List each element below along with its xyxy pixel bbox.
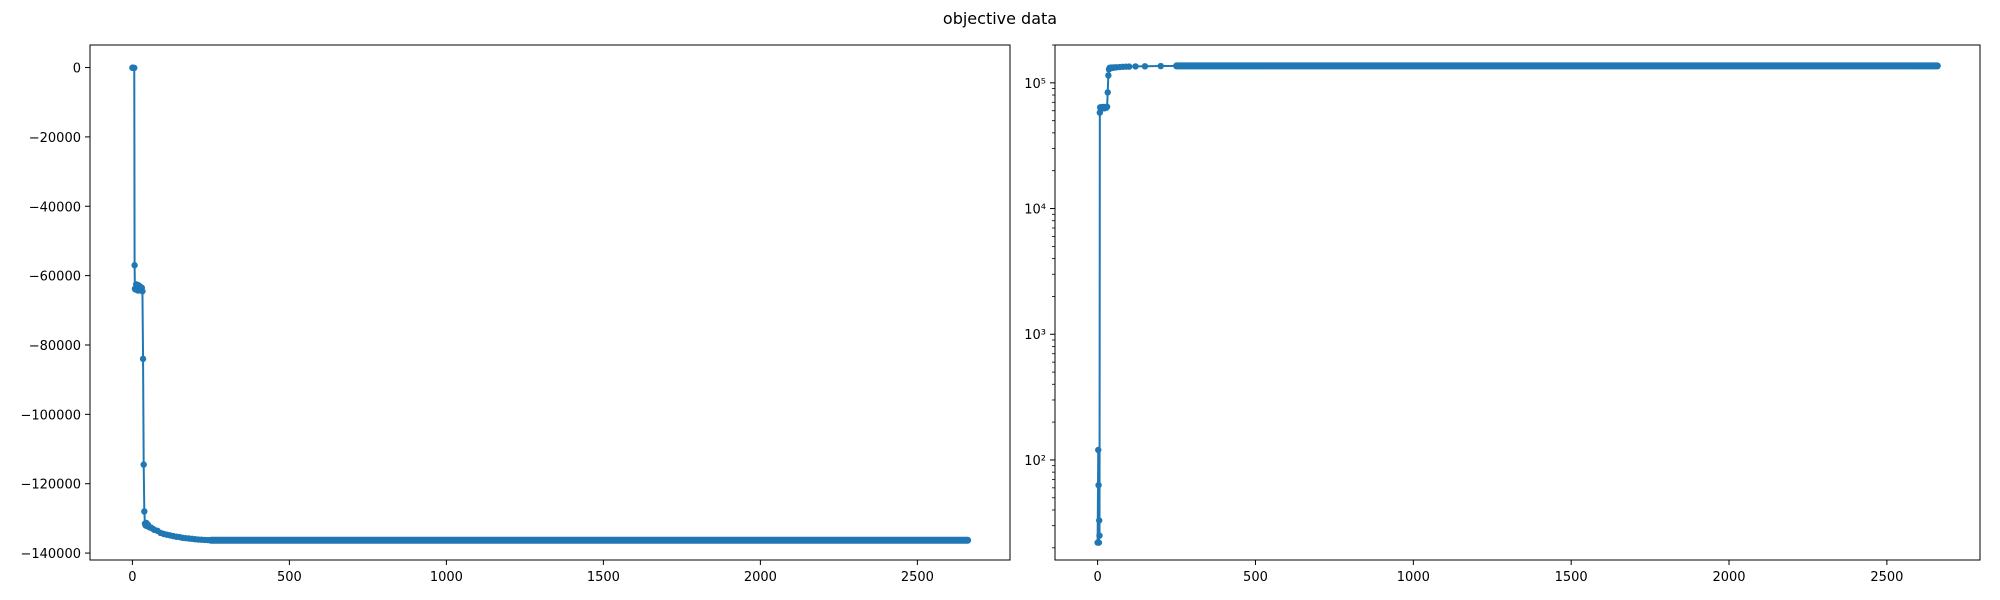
y-tick-label: 10³ [1024, 328, 1046, 343]
y-tick-label: 10⁴ [1024, 203, 1046, 218]
chart-panel-right: 0 500 1000 1500 2000 2500 10² 10³ 10⁴ 10⁵ [1024, 44, 1981, 585]
x-tick-label: 1000 [1397, 570, 1430, 585]
x-tick-label: 0 [128, 570, 136, 585]
data-point [139, 355, 147, 363]
x-tick-label: 1000 [430, 570, 463, 585]
y-tick-label: −120000 [20, 478, 81, 493]
axes-frame [1054, 44, 1981, 561]
data-point [1141, 63, 1149, 70]
data-point [1104, 89, 1111, 96]
y-tick-label: −140000 [20, 547, 81, 562]
y-tick-label: −100000 [20, 408, 81, 423]
series-line [132, 66, 968, 542]
x-tick-label: 2000 [744, 570, 777, 585]
chart-panel-left: 0 500 1000 1500 2000 2500 0 −20000 −40000 −60000 −… [20, 44, 1011, 585]
data-point [1157, 62, 1164, 70]
data-point [1125, 63, 1133, 70]
data-point [1095, 481, 1102, 489]
figure-suptitle: objective data [943, 9, 1057, 28]
data-point [1132, 63, 1139, 70]
data-point [1103, 103, 1111, 110]
data-point [1096, 532, 1103, 539]
y-tick-label: −80000 [29, 339, 81, 354]
y-tick-label: −40000 [29, 200, 81, 215]
data-point [141, 508, 148, 515]
axes-frame [89, 44, 1011, 561]
y-tick-label: 0 [73, 62, 81, 77]
x-tick-label: 500 [277, 570, 302, 585]
x-tick-label: 1500 [1555, 570, 1588, 585]
data-point [139, 288, 146, 295]
data-point [131, 262, 138, 269]
x-tick-label: 2500 [1870, 570, 1903, 585]
y-tick-label: 10² [1024, 454, 1046, 469]
data-point [1105, 72, 1112, 79]
data-point [1096, 517, 1103, 524]
x-tick-label: 2000 [1712, 570, 1745, 585]
x-tick-label: 500 [1243, 570, 1268, 585]
data-point [1095, 446, 1102, 454]
data-point [1095, 539, 1103, 546]
data-point [131, 64, 138, 72]
y-tick-label: −20000 [29, 131, 81, 146]
y-tick-label: −60000 [29, 270, 81, 285]
series-line [1096, 64, 1938, 543]
y-tick-label: 10⁵ [1024, 77, 1046, 92]
x-tick-label: 0 [1093, 570, 1101, 585]
data-point [140, 461, 147, 468]
x-tick-label: 2500 [901, 570, 934, 585]
x-tick-label: 1500 [587, 570, 620, 585]
